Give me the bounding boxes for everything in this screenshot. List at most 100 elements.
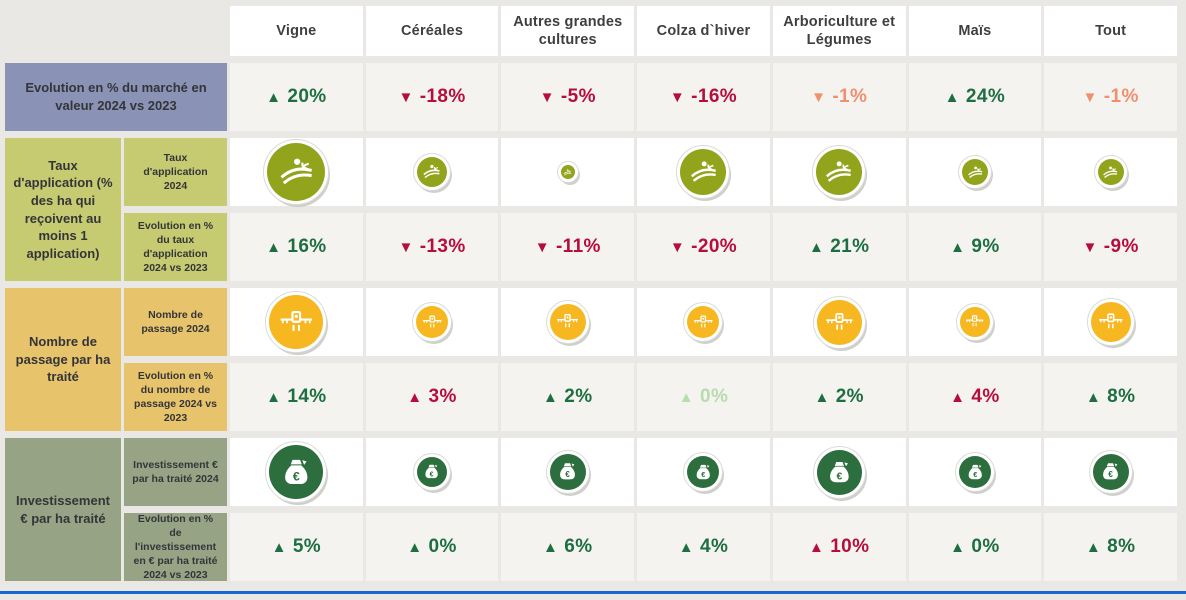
value-cell: ▲ 9% (908, 213, 1042, 281)
bubble-ring: € (812, 445, 866, 499)
icon-cell: € (365, 438, 499, 506)
value-text: 6% (564, 536, 593, 557)
up-arrow-icon: ▲ (407, 538, 423, 556)
bubble-ring: € (545, 450, 590, 494)
value-cell: ▼ -9% (1044, 213, 1177, 281)
bubble-ring (957, 155, 992, 189)
svg-text:€: € (701, 470, 705, 479)
bubble-ring: € (1088, 450, 1133, 494)
value-text: 8% (1107, 386, 1136, 407)
sprayer-icon (959, 307, 990, 337)
value-text: 0% (699, 386, 729, 407)
value-cell: ▲ 10% (772, 513, 906, 581)
value-text: 20% (287, 86, 327, 107)
value-text: 2% (564, 386, 593, 407)
bubble-ring (812, 295, 866, 349)
money-bag-icon: € (958, 456, 991, 488)
bubble-ring (812, 145, 867, 199)
column-header: Céréales (365, 6, 499, 56)
value-text: -1% (1103, 86, 1139, 107)
svg-text:€: € (973, 470, 977, 479)
field-plant-icon (1097, 159, 1124, 185)
value-text: -9% (1103, 236, 1139, 257)
row-sublabel: Investissement € par ha traité 2024 (124, 438, 227, 506)
value-text: -18% (419, 86, 466, 107)
icon-cell (1044, 288, 1177, 356)
value-cell: ▼ -16% (637, 63, 770, 131)
value-text: 10% (830, 536, 870, 557)
value-text: 0% (428, 536, 457, 557)
down-arrow-icon: ▼ (398, 88, 414, 106)
up-arrow-icon: ▲ (1085, 538, 1102, 556)
icon-cell: € (1044, 438, 1177, 506)
bubble-ring: € (683, 452, 724, 492)
value-text: 8% (1107, 536, 1136, 557)
bubble-ring (265, 291, 328, 353)
up-arrow-icon: ▲ (543, 538, 559, 556)
bubble-ring (1086, 298, 1135, 346)
value-cell: ▲ 4% (908, 363, 1042, 431)
value-cell: ▼ -11% (501, 213, 635, 281)
field-plant-icon (267, 143, 326, 201)
bubble-ring: € (265, 441, 328, 503)
up-arrow-icon: ▲ (950, 388, 966, 406)
money-bag-icon: € (816, 449, 862, 495)
field-plant-icon (680, 149, 727, 195)
up-arrow-icon: ▲ (808, 238, 825, 256)
value-cell: ▼ -1% (772, 63, 906, 131)
column-header: Vigne (230, 6, 363, 56)
field-plant-icon (961, 159, 988, 185)
value-cell: ▲ 4% (637, 513, 770, 581)
icon-cell: € (772, 438, 906, 506)
up-arrow-icon: ▲ (1085, 388, 1102, 406)
row-group-label: Nombre de passage par ha traité (5, 288, 121, 431)
row-group-label: Evolution en % du marché en valeur 2024 … (5, 63, 227, 131)
down-arrow-icon: ▼ (534, 238, 550, 256)
icon-cell (1044, 138, 1177, 206)
field-plant-icon (560, 165, 575, 179)
value-text: 5% (292, 536, 322, 557)
money-bag-icon: € (549, 454, 586, 490)
icon-cell (501, 138, 635, 206)
svg-text:€: € (293, 469, 300, 483)
value-cell: ▼ -5% (501, 63, 635, 131)
up-arrow-icon: ▲ (944, 88, 960, 106)
value-cell: ▲ 16% (230, 213, 363, 281)
column-header: Tout (1044, 6, 1177, 56)
bubble-ring (545, 300, 590, 344)
up-arrow-icon: ▲ (266, 388, 282, 406)
icon-cell (637, 288, 770, 356)
value-cell: ▲ 0% (637, 363, 770, 431)
icon-cell (772, 288, 906, 356)
down-arrow-icon: ▼ (1082, 238, 1098, 256)
sprayer-icon (687, 306, 720, 338)
bubble-ring (412, 302, 453, 342)
value-cell: ▲ 0% (365, 513, 499, 581)
field-plant-icon (816, 149, 863, 195)
up-arrow-icon: ▲ (950, 538, 966, 556)
bubble-ring (1093, 155, 1128, 189)
down-arrow-icon: ▼ (669, 88, 686, 106)
value-cell: ▲ 2% (501, 363, 635, 431)
value-cell: ▲ 8% (1044, 363, 1177, 431)
value-cell: ▲ 5% (230, 513, 363, 581)
value-text: -5% (560, 86, 596, 107)
svg-text:€: € (836, 471, 842, 482)
bubble-ring (955, 303, 994, 341)
value-text: 16% (287, 236, 327, 257)
value-cell: ▲ 24% (908, 63, 1042, 131)
icon-cell (230, 138, 363, 206)
icon-cell (908, 138, 1042, 206)
down-arrow-icon: ▼ (811, 88, 827, 106)
bubble-ring (683, 302, 724, 342)
down-arrow-icon: ▼ (539, 88, 555, 106)
down-arrow-icon: ▼ (669, 238, 686, 256)
crop-protection-table: Vigne Céréales Autres grandes cultures Colz… (5, 6, 1177, 581)
money-bag-icon: € (269, 445, 324, 499)
sprayer-icon (416, 306, 449, 338)
value-cell: ▲ 20% (230, 63, 363, 131)
down-arrow-icon: ▼ (1082, 88, 1098, 106)
svg-text:€: € (1108, 471, 1113, 480)
svg-text:€: € (430, 472, 434, 479)
value-text: 0% (971, 536, 1000, 557)
